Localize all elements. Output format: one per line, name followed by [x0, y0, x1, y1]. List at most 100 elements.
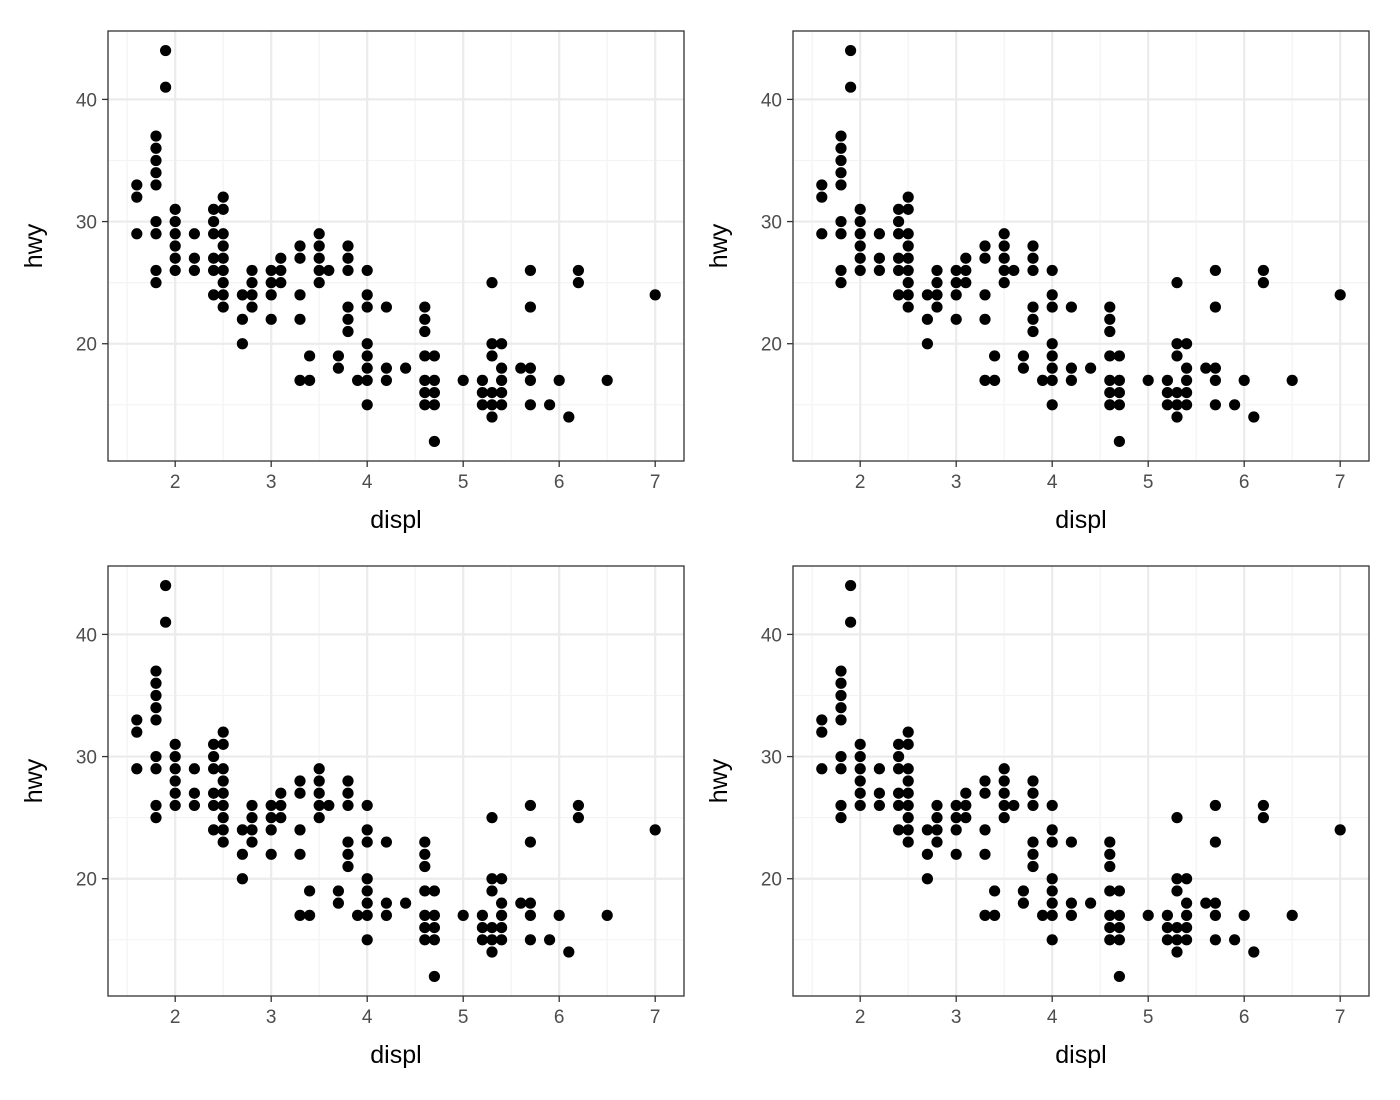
- data-point: [950, 824, 962, 836]
- data-point: [380, 836, 392, 848]
- data-point: [169, 750, 181, 763]
- data-point: [1065, 897, 1077, 909]
- data-point: [313, 228, 325, 240]
- data-point: [313, 812, 325, 824]
- data-point: [902, 277, 914, 289]
- data-point: [1209, 264, 1221, 277]
- data-point: [332, 350, 344, 362]
- data-point: [150, 714, 162, 726]
- data-point: [1065, 374, 1077, 386]
- data-point: [294, 787, 306, 799]
- data-point: [380, 897, 392, 909]
- data-point: [246, 264, 258, 277]
- data-point: [1171, 934, 1183, 946]
- panel-background: [108, 566, 684, 996]
- scatter-panel-2: 2 3 4 5 6 7 20 30 40 displ hwy: [705, 30, 1370, 534]
- panel-background: [793, 566, 1369, 996]
- data-point: [342, 787, 354, 799]
- data-point: [816, 191, 828, 203]
- data-point: [931, 277, 943, 289]
- data-point: [217, 726, 229, 738]
- data-point: [1046, 885, 1058, 897]
- data-point: [294, 313, 306, 325]
- data-point: [246, 799, 258, 812]
- data-point: [208, 252, 220, 264]
- data-point: [496, 362, 508, 374]
- data-point: [169, 264, 181, 277]
- data-point: [131, 228, 143, 240]
- data-point: [1286, 374, 1298, 386]
- x-tick-label: 4: [1047, 472, 1058, 493]
- data-point: [208, 799, 220, 812]
- data-point: [275, 787, 287, 799]
- data-point: [457, 374, 469, 386]
- data-point: [486, 338, 498, 350]
- data-point: [893, 799, 905, 812]
- data-point: [524, 897, 537, 909]
- data-point: [217, 191, 229, 203]
- data-point: [486, 873, 498, 885]
- data-point: [893, 228, 905, 240]
- data-point: [265, 264, 277, 277]
- data-point: [1046, 264, 1058, 277]
- data-point: [486, 386, 498, 399]
- y-tick-label: 20: [76, 870, 97, 891]
- data-point: [1065, 836, 1077, 848]
- data-point: [428, 970, 440, 983]
- data-point: [217, 277, 229, 289]
- data-point: [150, 702, 162, 714]
- data-point: [169, 799, 181, 812]
- data-point: [342, 325, 354, 338]
- data-point: [835, 179, 847, 191]
- data-point: [1027, 787, 1039, 799]
- data-point: [979, 909, 991, 921]
- data-point: [1027, 240, 1039, 252]
- data-point: [496, 934, 508, 946]
- data-point: [1200, 897, 1212, 909]
- data-point: [428, 399, 440, 411]
- data-point: [342, 775, 354, 787]
- data-point: [998, 763, 1010, 775]
- scatter-panel-3: 2 3 4 5 6 7 20 30 40 displ hwy: [20, 565, 685, 1069]
- data-point: [361, 338, 373, 350]
- data-point: [1037, 374, 1049, 386]
- data-point: [150, 154, 162, 167]
- data-point: [486, 934, 498, 946]
- data-point: [1181, 386, 1193, 399]
- data-point: [902, 824, 914, 836]
- data-point: [1046, 301, 1058, 313]
- data-point: [835, 665, 847, 677]
- data-point: [400, 897, 412, 909]
- data-point: [989, 374, 1001, 386]
- data-point: [893, 289, 905, 301]
- data-point: [1200, 362, 1212, 374]
- data-point: [1104, 909, 1116, 921]
- data-point: [160, 81, 172, 93]
- data-point: [649, 289, 661, 301]
- data-point: [1027, 301, 1039, 313]
- data-point: [208, 750, 220, 763]
- data-point: [419, 934, 431, 946]
- data-point: [572, 264, 585, 277]
- data-point: [188, 252, 200, 264]
- data-point: [835, 763, 847, 775]
- data-point: [208, 215, 220, 228]
- data-point: [150, 264, 162, 277]
- data-point: [845, 579, 857, 592]
- data-point: [131, 763, 143, 775]
- data-point: [1113, 970, 1125, 983]
- data-point: [1142, 374, 1154, 386]
- data-point: [816, 714, 828, 726]
- data-point: [902, 191, 914, 203]
- data-point: [1008, 264, 1020, 277]
- data-point: [1017, 350, 1029, 362]
- data-point: [304, 909, 316, 921]
- y-tick-label: 40: [76, 625, 97, 646]
- data-point: [998, 787, 1010, 799]
- data-point: [496, 399, 508, 411]
- data-point: [979, 824, 991, 836]
- data-point: [1017, 885, 1029, 897]
- data-point: [893, 215, 905, 228]
- data-point: [950, 289, 962, 301]
